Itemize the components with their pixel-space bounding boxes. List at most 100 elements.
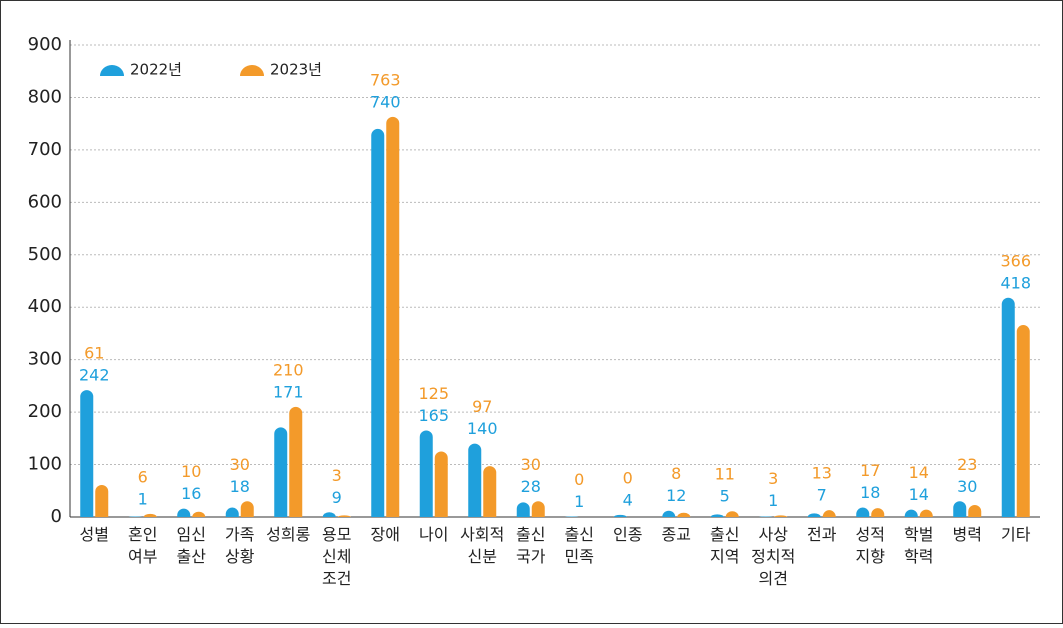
- x-tick-label: 성별: [80, 525, 109, 544]
- bar: [274, 427, 288, 517]
- data-label: 18: [860, 483, 880, 502]
- x-tick-label: 장애: [371, 525, 400, 544]
- bar: [953, 501, 967, 517]
- data-label: 61: [84, 344, 104, 363]
- bar: [225, 507, 239, 517]
- bar: [337, 515, 351, 517]
- bar: [516, 502, 530, 517]
- bar: [856, 507, 870, 517]
- bar: [1016, 325, 1030, 517]
- bar: [419, 430, 433, 517]
- data-label: 242: [79, 366, 110, 385]
- x-tick-label: 나이: [419, 525, 448, 544]
- bar: [919, 509, 933, 517]
- data-label: 1: [138, 489, 148, 508]
- x-tick-label: 인종: [613, 525, 642, 544]
- x-tick-label: 성적 지향: [856, 525, 886, 566]
- bar: [759, 516, 773, 517]
- x-tick-label: 기타: [1001, 525, 1031, 544]
- bar: [662, 510, 676, 517]
- x-tick-label: 가족 상황: [225, 525, 255, 566]
- y-tick-label: 300: [28, 349, 62, 370]
- y-tick-label: 200: [28, 401, 62, 422]
- bar: [483, 466, 497, 517]
- bar: [386, 116, 400, 518]
- data-label: 0: [574, 470, 584, 489]
- y-tick-label: 400: [28, 296, 62, 317]
- bar: [80, 390, 94, 517]
- bar: [143, 513, 157, 517]
- data-label: 1: [574, 492, 584, 511]
- bar: [371, 128, 385, 517]
- bar: [807, 513, 821, 517]
- bar: [289, 406, 303, 517]
- data-label: 210: [273, 360, 304, 379]
- bar: [1001, 297, 1015, 517]
- data-label: 165: [418, 406, 449, 425]
- bar: [128, 516, 142, 517]
- x-tick-label: 병력: [953, 525, 982, 544]
- x-tick-label: 용모 신체 조건: [322, 525, 351, 588]
- y-tick-label: 500: [28, 244, 62, 265]
- data-label: 97: [472, 397, 492, 416]
- y-tick-label: 600: [28, 191, 62, 212]
- data-label: 14: [909, 485, 929, 504]
- data-label: 3: [332, 466, 342, 485]
- bar: [177, 508, 191, 517]
- x-tick-label: 사회적 신분: [460, 525, 504, 566]
- data-label: 4: [623, 490, 633, 509]
- x-tick-label: 종교: [662, 525, 691, 544]
- data-label: 140: [467, 419, 498, 438]
- bar: [240, 501, 254, 517]
- data-label: 12: [666, 486, 686, 505]
- data-label: 10: [181, 462, 201, 481]
- data-label: 3: [768, 469, 778, 488]
- data-label: 18: [230, 477, 250, 496]
- data-label: 13: [812, 464, 832, 483]
- legend-swatch: [100, 65, 124, 76]
- x-tick-label: 출신 국가: [516, 525, 546, 566]
- bar: [468, 443, 482, 517]
- y-tick-label: 100: [28, 454, 62, 475]
- data-label: 30: [521, 455, 541, 474]
- bar: [904, 509, 918, 517]
- bar: [725, 511, 739, 517]
- data-label: 30: [230, 455, 250, 474]
- data-label: 16: [181, 484, 201, 503]
- x-tick-label: 학벌 학력: [904, 525, 933, 566]
- x-tick-label: 출신 민족: [565, 525, 594, 566]
- bar: [822, 510, 836, 517]
- data-label: 418: [1000, 273, 1031, 292]
- data-label: 28: [521, 477, 541, 496]
- legend-label: 2023년: [270, 61, 322, 79]
- data-label: 171: [273, 382, 304, 401]
- data-label: 6: [138, 467, 148, 486]
- x-tick-label: 혼인 여부: [128, 525, 157, 566]
- x-tick-label: 임신 출산: [177, 525, 207, 566]
- data-label: 1: [768, 491, 778, 510]
- data-label: 9: [332, 488, 342, 507]
- bar: [871, 508, 885, 517]
- bar: [710, 514, 724, 517]
- data-label: 763: [370, 70, 401, 89]
- legend-label: 2022년: [130, 61, 182, 79]
- bar: [774, 515, 788, 517]
- data-label: 5: [720, 487, 730, 506]
- data-label: 740: [370, 92, 401, 111]
- bar: [968, 504, 982, 517]
- data-label: 17: [860, 461, 880, 480]
- data-label: 23: [957, 455, 977, 474]
- bar: [531, 501, 545, 517]
- x-tick-label: 사상 정치적 의견: [751, 525, 795, 588]
- bar: [565, 516, 579, 517]
- y-tick-label: 700: [28, 139, 62, 160]
- bar: [434, 451, 448, 517]
- data-label: 0: [623, 468, 633, 487]
- data-label: 14: [909, 463, 929, 482]
- y-tick-label: 900: [28, 34, 62, 55]
- bar: [192, 511, 206, 517]
- data-label: 11: [715, 465, 735, 484]
- data-label: 30: [957, 477, 977, 496]
